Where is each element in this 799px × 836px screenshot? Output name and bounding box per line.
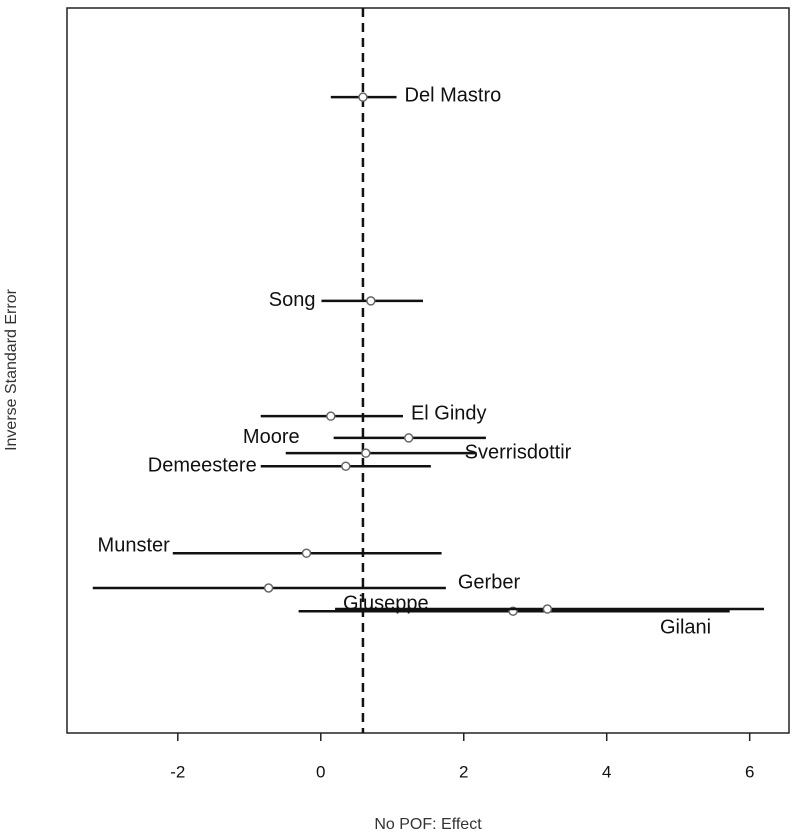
point xyxy=(301,548,312,558)
point xyxy=(341,461,351,471)
point-label: Gerber xyxy=(458,571,521,593)
point-label: Song xyxy=(269,289,316,311)
point-label: Munster xyxy=(98,534,171,556)
point-label: Giuseppe xyxy=(343,592,429,614)
point-label: El Gindy xyxy=(411,402,487,424)
point xyxy=(403,433,414,443)
point-label: Del Mastro xyxy=(405,84,502,106)
point-label: Moore xyxy=(243,426,300,448)
x-tick-label: -2 xyxy=(170,762,185,781)
point-label: Demeestere xyxy=(148,454,257,476)
point-label: Sverrisdottir xyxy=(465,441,572,463)
plot-frame xyxy=(66,7,790,734)
point xyxy=(366,296,376,306)
y-axis-title: Inverse Standard Error xyxy=(3,288,20,451)
x-tick-label: 4 xyxy=(602,762,611,781)
point xyxy=(358,92,368,102)
x-tick-label: 0 xyxy=(316,762,325,781)
point xyxy=(326,411,336,421)
point xyxy=(263,583,274,593)
x-tick-label: 2 xyxy=(459,762,468,781)
point-label: Gilani xyxy=(660,616,711,638)
x-axis-title: No POF: Effect xyxy=(374,816,482,833)
point xyxy=(361,448,371,458)
point xyxy=(542,604,553,614)
x-tick-label: 6 xyxy=(745,762,754,781)
